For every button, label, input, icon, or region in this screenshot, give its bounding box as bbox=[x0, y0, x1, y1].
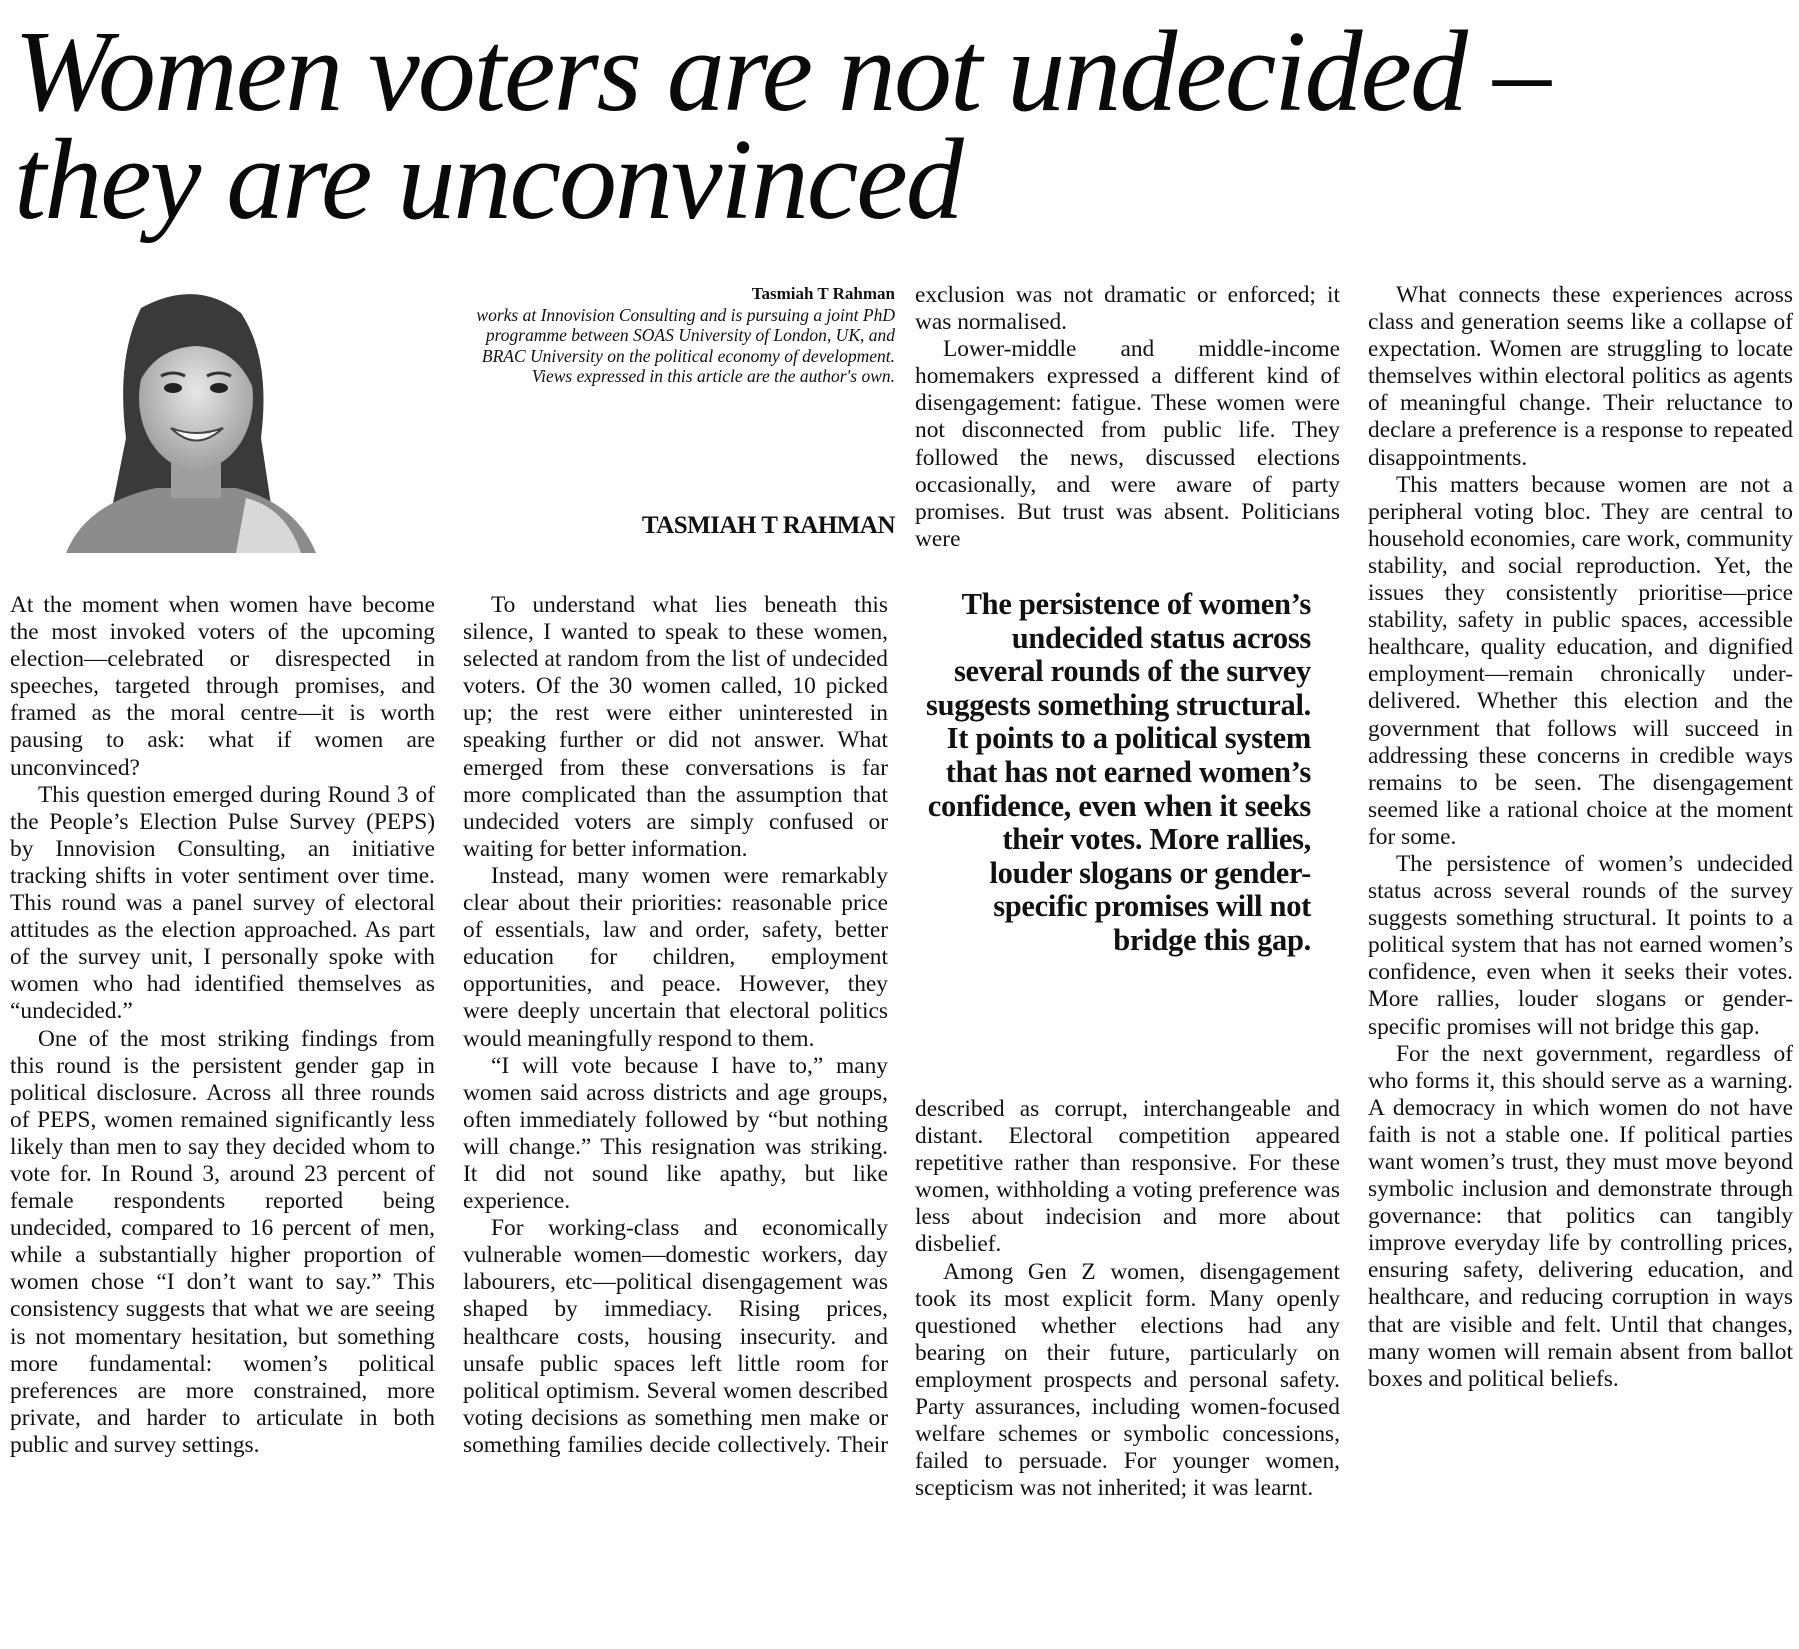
pull-quote: The persistence of women’s undecided sta… bbox=[926, 587, 1311, 957]
paragraph: The persistence of women’s undecided sta… bbox=[1368, 850, 1793, 1040]
byline: TASMIAH T RAHMAN bbox=[641, 512, 896, 539]
article-column-1: At the moment when women have become the… bbox=[10, 592, 435, 1459]
paragraph: “I will vote because I have to,” many wo… bbox=[463, 1052, 888, 1215]
paragraph: To understand what lies beneath this sil… bbox=[463, 592, 888, 862]
paragraph: This matters because women are not a per… bbox=[1368, 471, 1793, 850]
paragraph: Instead, many women were remarkably clea… bbox=[463, 862, 888, 1052]
paragraph: For the next government, regardless of w… bbox=[1368, 1040, 1793, 1392]
author-bio-disclaimer: Views expressed in this article are the … bbox=[531, 366, 895, 386]
paragraph: exclusion was not dramatic or enforced; … bbox=[915, 282, 1340, 336]
author-bio-name: Tasmiah T Rahman bbox=[751, 284, 895, 303]
article-column-3-bottom: described as corrupt, interchangeable an… bbox=[915, 1096, 1340, 1502]
author-portrait-icon bbox=[66, 294, 316, 553]
paragraph: One of the most striking findings from t… bbox=[10, 1025, 435, 1458]
article-column-4: What connects these experiences across c… bbox=[1368, 282, 1793, 1393]
article-column-3-top: exclusion was not dramatic or enforced; … bbox=[915, 282, 1340, 553]
author-portrait-image bbox=[46, 288, 341, 553]
paragraph: described as corrupt, interchangeable an… bbox=[915, 1096, 1340, 1258]
paragraph: At the moment when women have become the… bbox=[10, 592, 435, 781]
paragraph: This question emerged during Round 3 of … bbox=[10, 781, 435, 1025]
article-column-2: To understand what lies beneath this sil… bbox=[463, 592, 888, 1459]
author-bio: Tasmiah T Rahman works at Innovision Con… bbox=[440, 284, 895, 387]
author-bio-description: works at Innovision Consulting and is pu… bbox=[476, 304, 895, 366]
paragraph: Lower-middle and middle-income homemaker… bbox=[915, 336, 1340, 552]
paragraph: For working-class and economically vulne… bbox=[463, 1215, 888, 1458]
headline: Women voters are not undecided – they ar… bbox=[14, 8, 1551, 244]
headline-line-2: they are unconvinced bbox=[14, 116, 964, 244]
paragraph: What connects these experiences across c… bbox=[1368, 282, 1793, 471]
headline-line-1: Women voters are not undecided – bbox=[14, 8, 1551, 136]
paragraph: Among Gen Z women, disengagement took it… bbox=[915, 1258, 1340, 1502]
